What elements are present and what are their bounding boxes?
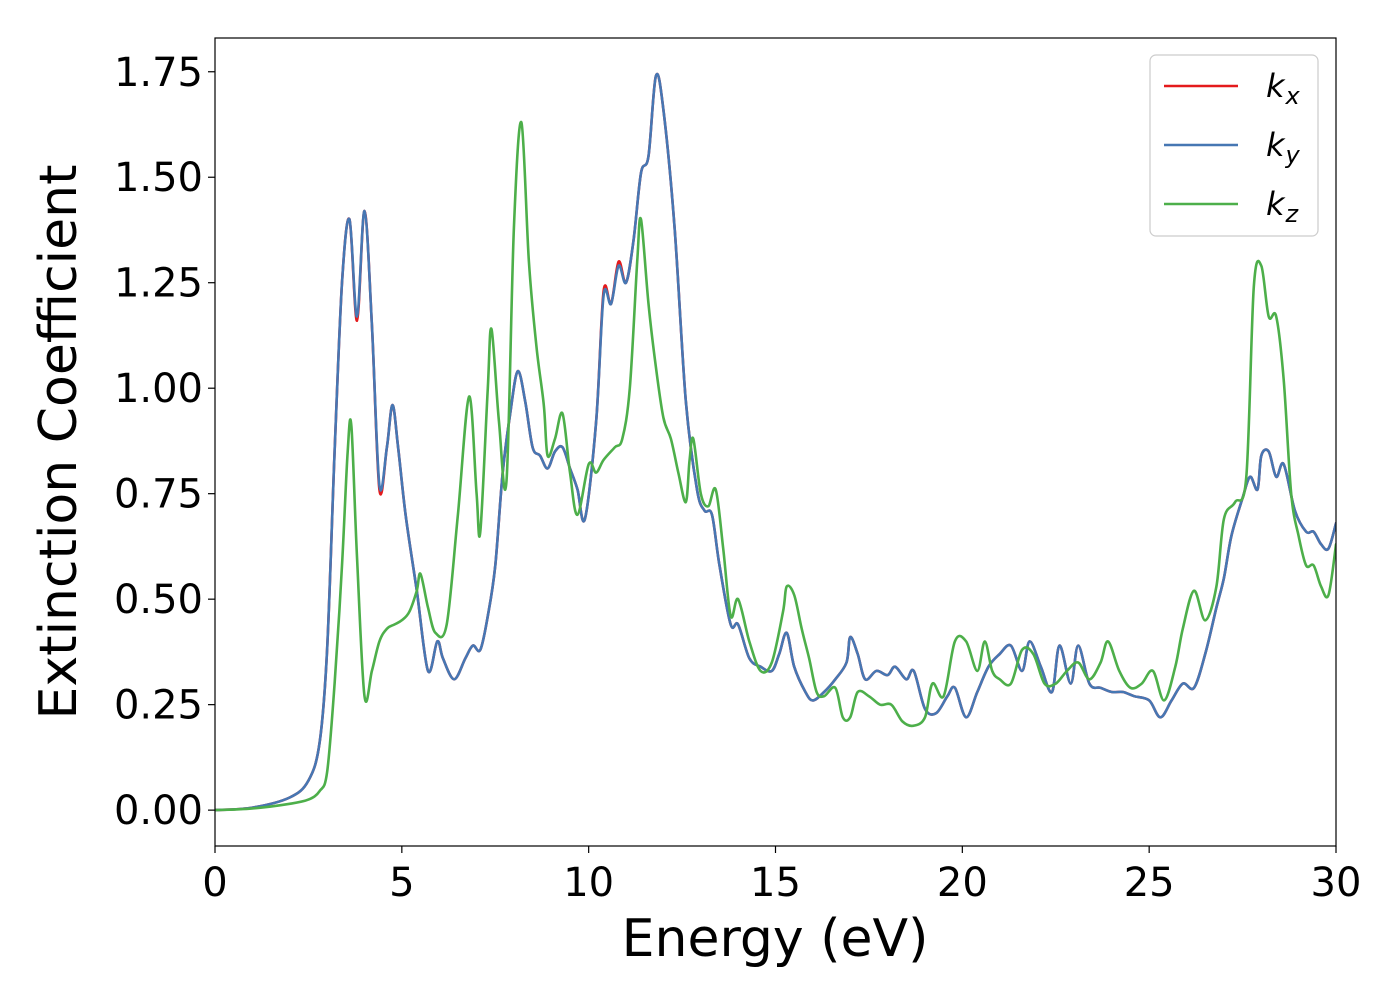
series-line-ky xyxy=(215,72,1336,812)
y-tick-label: 1.25 xyxy=(114,261,203,307)
y-tick-label: 0.00 xyxy=(114,788,203,834)
y-axis: 0.00 0.25 0.50 0.75 1.00 1.25 1.50 1.75 xyxy=(114,50,215,834)
x-axis-title: Energy (eV) xyxy=(622,909,929,969)
x-tick-label: 30 xyxy=(1311,860,1362,906)
y-tick-label: 1.00 xyxy=(114,366,203,412)
y-tick-label: 0.75 xyxy=(114,472,203,518)
series-line-kz xyxy=(215,120,1336,812)
y-tick-label: 1.75 xyxy=(114,50,203,96)
y-axis-title: Extinction Coefficient xyxy=(29,165,89,720)
x-tick-label: 15 xyxy=(750,860,801,906)
x-tick-label: 0 xyxy=(202,860,227,906)
y-tick-label: 1.50 xyxy=(114,155,203,201)
x-tick-label: 5 xyxy=(389,860,414,906)
x-tick-label: 20 xyxy=(937,860,988,906)
series-layer xyxy=(215,72,1336,812)
x-axis: 0 5 10 15 20 25 30 xyxy=(202,846,1361,906)
y-tick-label: 0.50 xyxy=(114,577,203,623)
x-tick-label: 10 xyxy=(563,860,614,906)
y-tick-label: 0.25 xyxy=(114,683,203,729)
x-tick-label: 25 xyxy=(1124,860,1175,906)
